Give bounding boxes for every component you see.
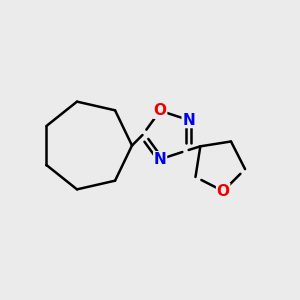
Text: N: N (154, 152, 166, 167)
Text: O: O (217, 184, 230, 199)
Text: N: N (182, 112, 195, 128)
Text: O: O (154, 103, 166, 118)
